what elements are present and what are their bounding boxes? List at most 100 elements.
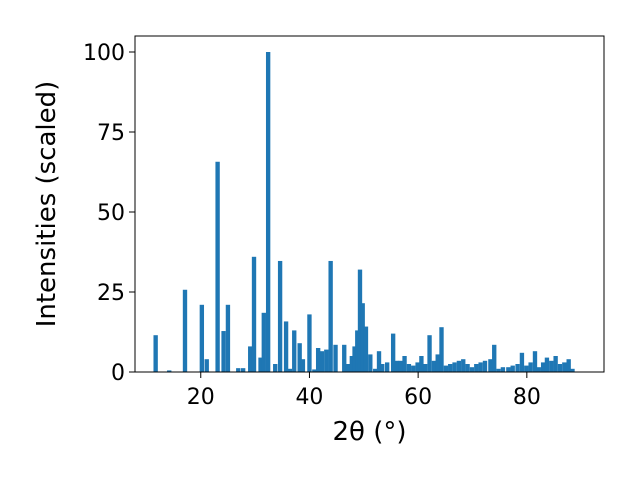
bar [273, 364, 278, 372]
x-tick-label: 20 [187, 385, 215, 410]
bar [357, 269, 363, 372]
bar [390, 333, 396, 372]
bar [411, 365, 416, 372]
bar [570, 368, 575, 372]
bar [474, 364, 479, 372]
bar [236, 368, 241, 372]
bar [439, 327, 444, 372]
bar [368, 354, 373, 372]
y-tick-label: 50 [97, 201, 125, 226]
bar [566, 359, 571, 372]
bar [307, 314, 312, 372]
bar [319, 351, 325, 372]
bar [452, 362, 457, 372]
bar [456, 360, 462, 372]
bar [415, 362, 420, 372]
bar [167, 370, 172, 372]
bars-group [153, 52, 575, 372]
bar [384, 362, 390, 372]
x-tick-label: 80 [513, 385, 541, 410]
bar [557, 364, 563, 372]
bar [251, 256, 257, 372]
bar [248, 346, 253, 372]
bar [258, 357, 263, 372]
bar [510, 365, 515, 372]
bar [342, 344, 347, 372]
bar [528, 362, 533, 372]
bar [333, 344, 338, 372]
bar [221, 331, 226, 372]
bar [553, 356, 558, 372]
bar [549, 360, 554, 372]
bar [515, 364, 520, 372]
bar [406, 364, 412, 372]
bar [297, 343, 302, 372]
bar [544, 357, 550, 372]
bar [488, 359, 493, 372]
bar [482, 360, 488, 372]
bar [402, 356, 407, 372]
bar [277, 260, 283, 372]
y-tick-label: 0 [111, 361, 125, 386]
bar [292, 330, 297, 372]
bar [443, 365, 449, 372]
bar [363, 326, 369, 372]
bar [435, 354, 440, 372]
bar [355, 330, 360, 372]
bar [265, 52, 271, 372]
bar [352, 346, 357, 372]
bar [215, 161, 220, 372]
plot-frame [134, 35, 605, 373]
y-tick-label: 100 [83, 41, 125, 66]
bar [376, 351, 382, 372]
x-axis-label: 2θ (°) [332, 417, 406, 447]
bar [345, 364, 351, 372]
bar [423, 364, 428, 372]
bar [532, 351, 538, 372]
bar [300, 359, 306, 372]
x-tick-label: 40 [295, 385, 323, 410]
bar [492, 344, 497, 372]
bar [312, 369, 317, 372]
bar [419, 356, 424, 372]
bar [519, 352, 525, 372]
bar [469, 367, 475, 372]
bar [199, 304, 205, 372]
bar [536, 367, 541, 372]
x-tick-label: 60 [404, 385, 432, 410]
bar [315, 348, 321, 372]
bar [261, 312, 266, 372]
bar [349, 356, 355, 372]
y-tick-label: 25 [97, 281, 125, 306]
bar [431, 360, 437, 372]
bar [373, 368, 378, 372]
bar [204, 359, 209, 372]
bar [360, 303, 365, 372]
bar [153, 335, 158, 372]
bar [478, 362, 483, 372]
bar [394, 360, 400, 372]
x-ticks-group: 20 40 60 80 [187, 372, 541, 410]
y-tick-label: 75 [97, 121, 125, 146]
bar [287, 368, 293, 372]
bar [465, 364, 470, 372]
bar [225, 304, 231, 372]
y-axis-label: Intensities (scaled) [32, 81, 62, 328]
bar [461, 359, 466, 372]
bar [524, 365, 529, 372]
bar [427, 335, 432, 372]
bar [562, 362, 567, 372]
bar [500, 367, 506, 372]
bar [182, 289, 188, 372]
bar [380, 364, 385, 372]
bar [240, 368, 246, 372]
y-ticks-group: 0 25 50 75 100 [83, 41, 135, 386]
bar [506, 367, 511, 372]
bar [324, 349, 329, 372]
bar [496, 368, 501, 372]
bar [398, 360, 403, 372]
bar [328, 260, 333, 372]
bar [448, 364, 453, 372]
